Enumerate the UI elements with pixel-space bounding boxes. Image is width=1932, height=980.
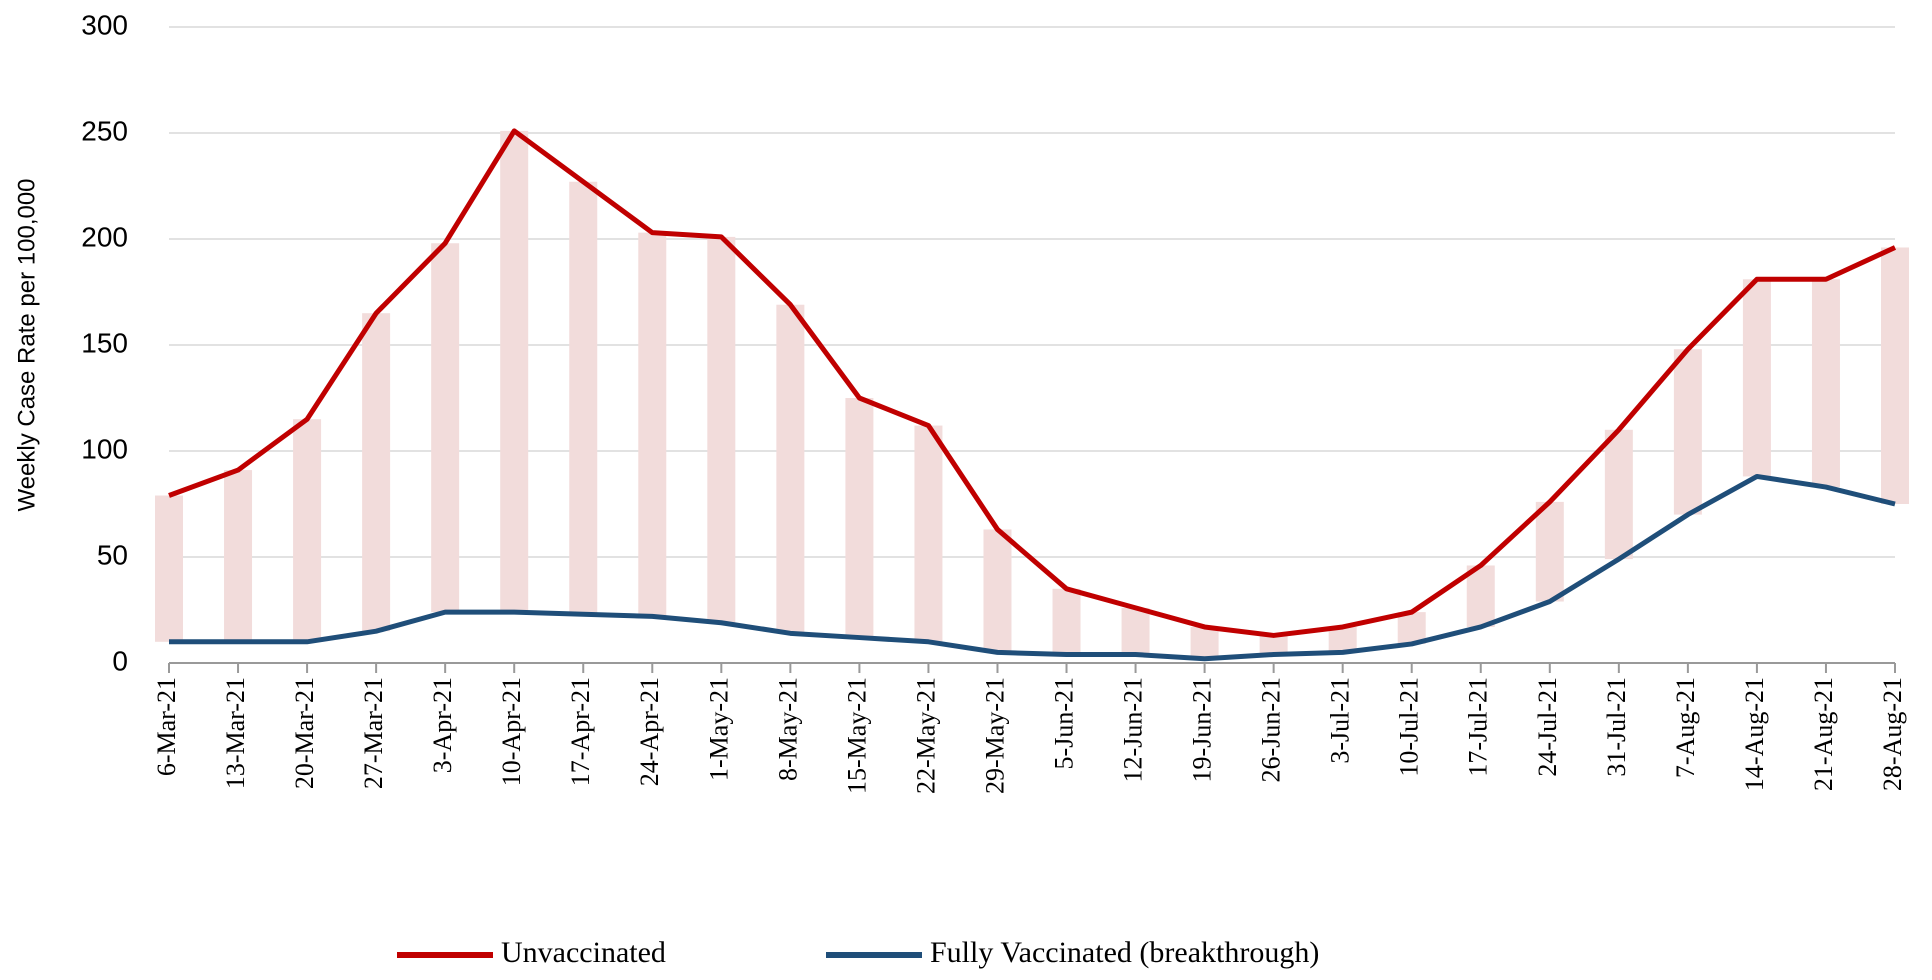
x-tick-label: 1-May-21 (704, 677, 733, 781)
x-tick-label: 20-Mar-21 (290, 677, 319, 789)
band (569, 181, 598, 615)
band (1811, 279, 1840, 488)
y-tick-label: 50 (97, 539, 128, 570)
x-tick-label: 24-Jul-21 (1533, 677, 1562, 777)
x-tick-label: 31-Jul-21 (1602, 677, 1631, 777)
band (983, 529, 1012, 653)
band (1259, 635, 1288, 655)
band (638, 232, 667, 617)
series-line (168, 128, 1897, 638)
y-axis-label: Weekly Case Rate per 100,000 (13, 178, 40, 511)
y-tick-label: 100 (81, 433, 128, 464)
legend-label: Fully Vaccinated (breakthrough) (930, 936, 1319, 969)
y-tick-label: 250 (81, 115, 128, 146)
band (845, 398, 874, 638)
y-tick-label: 300 (81, 9, 128, 40)
series-line (169, 473, 1896, 662)
x-tick-label: 21-Aug-21 (1809, 677, 1838, 791)
band (914, 425, 943, 642)
band (1397, 612, 1426, 644)
x-tick-label: 7-Aug-21 (1671, 677, 1700, 778)
y-tick-label: 150 (81, 327, 128, 358)
x-tick-label: 14-Aug-21 (1740, 677, 1769, 791)
band (776, 304, 805, 634)
x-tick-label: 19-Jun-21 (1188, 677, 1217, 782)
band (1052, 588, 1081, 655)
x-tick-label: 8-May-21 (773, 677, 802, 781)
band (1881, 247, 1909, 505)
band (362, 313, 391, 632)
x-tick-label: 15-May-21 (842, 677, 871, 794)
x-tick-label: 17-Apr-21 (566, 677, 595, 786)
x-tick-label: 6-Mar-21 (152, 677, 181, 776)
band (1535, 501, 1564, 602)
band (1673, 349, 1702, 515)
band (155, 495, 183, 642)
x-tick-label: 3-Jul-21 (1326, 677, 1355, 764)
x-tick-label: 13-Mar-21 (221, 677, 250, 789)
band (431, 243, 460, 613)
legend-label: Unvaccinated (501, 936, 666, 969)
band (1604, 429, 1633, 560)
x-tick-label: 24-Apr-21 (635, 677, 664, 786)
band (293, 419, 322, 642)
band (500, 130, 529, 613)
x-tick-label: 3-Apr-21 (428, 677, 457, 773)
x-tick-label: 27-Mar-21 (359, 677, 388, 789)
x-tick-label: 22-May-21 (911, 677, 940, 794)
y-tick-label: 200 (81, 221, 128, 252)
x-tick-label: 26-Jun-21 (1257, 677, 1286, 782)
x-tick-label: 5-Jun-21 (1049, 677, 1078, 769)
x-tick-label: 10-Apr-21 (497, 677, 526, 786)
x-tick-label: 28-Aug-21 (1878, 677, 1907, 791)
x-tick-label: 12-Jun-21 (1119, 677, 1148, 782)
band (1121, 607, 1150, 655)
band (1190, 626, 1219, 659)
band (1328, 626, 1357, 653)
band (1742, 279, 1771, 477)
band (707, 236, 736, 623)
x-tick-label: 29-May-21 (980, 677, 1009, 794)
x-tick-label: 17-Jul-21 (1464, 677, 1493, 777)
y-tick-label: 0 (112, 645, 128, 676)
x-tick-label: 10-Jul-21 (1395, 677, 1424, 777)
band (224, 470, 253, 642)
band (1466, 565, 1495, 627)
